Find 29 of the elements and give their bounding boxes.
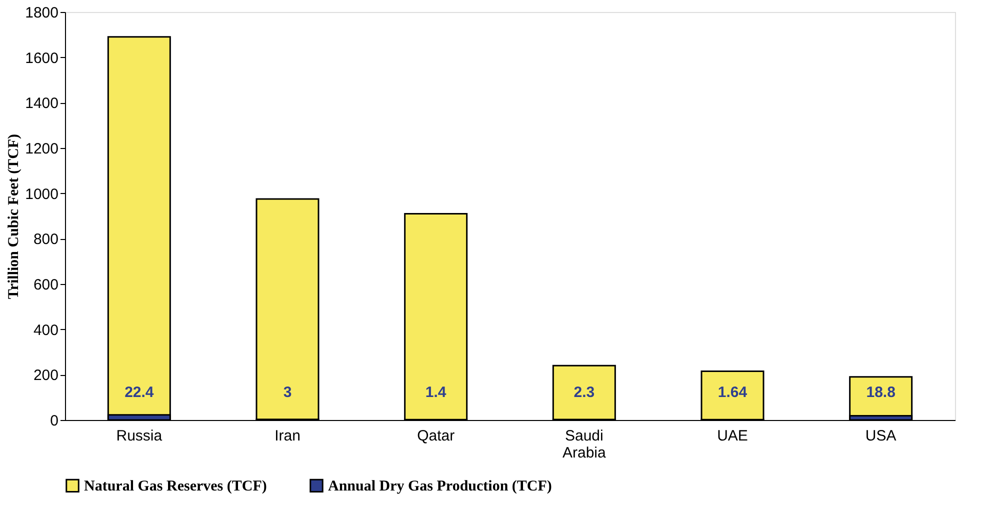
y-tick-label: 1400 <box>25 95 58 112</box>
y-tick-label: 800 <box>33 231 58 248</box>
y-tick-label: 400 <box>33 322 58 339</box>
bar <box>256 198 320 421</box>
y-tick-label: 1200 <box>25 140 58 158</box>
legend-label: Natural Gas Reserves (TCF) <box>84 478 267 495</box>
y-tick-label: 200 <box>33 367 58 384</box>
data-label: 2.3 <box>574 384 595 401</box>
bar <box>552 364 616 421</box>
data-label: 3 <box>283 384 292 401</box>
legend-label: Annual Dry Gas Production (TCF) <box>328 478 552 495</box>
data-label: 22.4 <box>124 384 154 401</box>
y-tick-label: 1800 <box>25 4 58 22</box>
y-axis-title: Trillion Cubic Feet (TCF) <box>6 134 22 300</box>
data-label: 1.64 <box>718 384 748 401</box>
x-tick-label: Russia <box>116 428 163 444</box>
y-tick-label: 600 <box>33 276 58 294</box>
data-label: 18.8 <box>866 384 896 401</box>
bar <box>700 370 764 421</box>
y-tick-label: 1600 <box>25 50 58 67</box>
x-tick-label: Iran <box>274 428 300 444</box>
x-tick-label: Saudi Arabia <box>562 428 607 462</box>
x-tick-label: Qatar <box>417 428 455 444</box>
x-tick-label: USA <box>865 428 896 444</box>
bar <box>404 212 468 421</box>
data-label: 1.4 <box>425 384 447 401</box>
x-tick-label: UAE <box>717 428 748 444</box>
y-tick-label: 0 <box>50 412 58 430</box>
y-tick-label: 1000 <box>25 186 58 203</box>
